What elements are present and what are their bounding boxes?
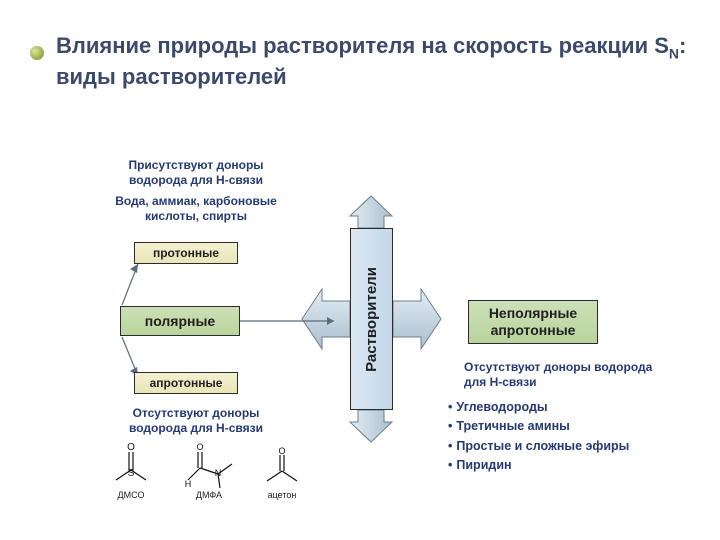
caption-protic-examples: Вода, аммиак, карбоновые кислоты, спирты bbox=[106, 194, 286, 224]
svg-text:S: S bbox=[128, 468, 135, 479]
diagram-canvas: Растворители полярные протонные апротонн… bbox=[0, 110, 720, 530]
box-aprotic-label: апротонные bbox=[150, 376, 223, 390]
box-protic: протонные bbox=[134, 242, 238, 264]
list-item: Пиридин bbox=[448, 456, 678, 475]
caption-right-nodonors: Отсутствуют доноры водорода для Н-связи bbox=[464, 360, 674, 390]
list-nonpolar-ul: УглеводородыТретичные аминыПростые и сло… bbox=[448, 398, 678, 476]
svg-text:O: O bbox=[196, 442, 203, 452]
box-nonpolar-aprotic-label: Неполярные апротонные bbox=[469, 305, 597, 339]
svg-text:O: O bbox=[278, 446, 285, 456]
box-aprotic: апротонные bbox=[134, 372, 238, 394]
box-nonpolar-aprotic: Неполярные апротонные bbox=[468, 300, 598, 344]
mol-dmfa-label: ДМФА bbox=[176, 490, 242, 500]
mol-acetone: O ацетон bbox=[254, 445, 310, 500]
box-solvents-label: Растворители bbox=[363, 267, 380, 372]
mol-dmso-label: ДМСО bbox=[100, 490, 162, 500]
list-item: Простые и сложные эфиры bbox=[448, 437, 678, 456]
box-protic-label: протонные bbox=[153, 246, 219, 260]
box-polar: полярные bbox=[120, 306, 240, 336]
box-solvents: Растворители bbox=[350, 228, 393, 410]
caption-aprotic-nodonors: Отсутствуют доноры водорода для Н-связи bbox=[112, 406, 280, 436]
list-nonpolar-examples: УглеводородыТретичные аминыПростые и сло… bbox=[448, 398, 678, 476]
svg-text:H: H bbox=[185, 479, 192, 489]
box-polar-label: полярные bbox=[145, 313, 215, 329]
title-bullet bbox=[30, 46, 44, 60]
page-title: Влияние природы растворителя на скорость… bbox=[56, 32, 696, 90]
list-item: Третичные амины bbox=[448, 417, 678, 436]
caption-protic-donors: Присутствуют доноры водорода для Н-связи bbox=[110, 158, 282, 188]
mol-dmfa: H O N ДМФА bbox=[176, 440, 242, 500]
svg-text:N: N bbox=[215, 468, 222, 478]
list-item: Углеводороды bbox=[448, 398, 678, 417]
svg-text:O: O bbox=[127, 442, 135, 453]
mol-dmso: S O ДМСО bbox=[100, 440, 162, 500]
mol-acetone-label: ацетон bbox=[254, 490, 310, 500]
